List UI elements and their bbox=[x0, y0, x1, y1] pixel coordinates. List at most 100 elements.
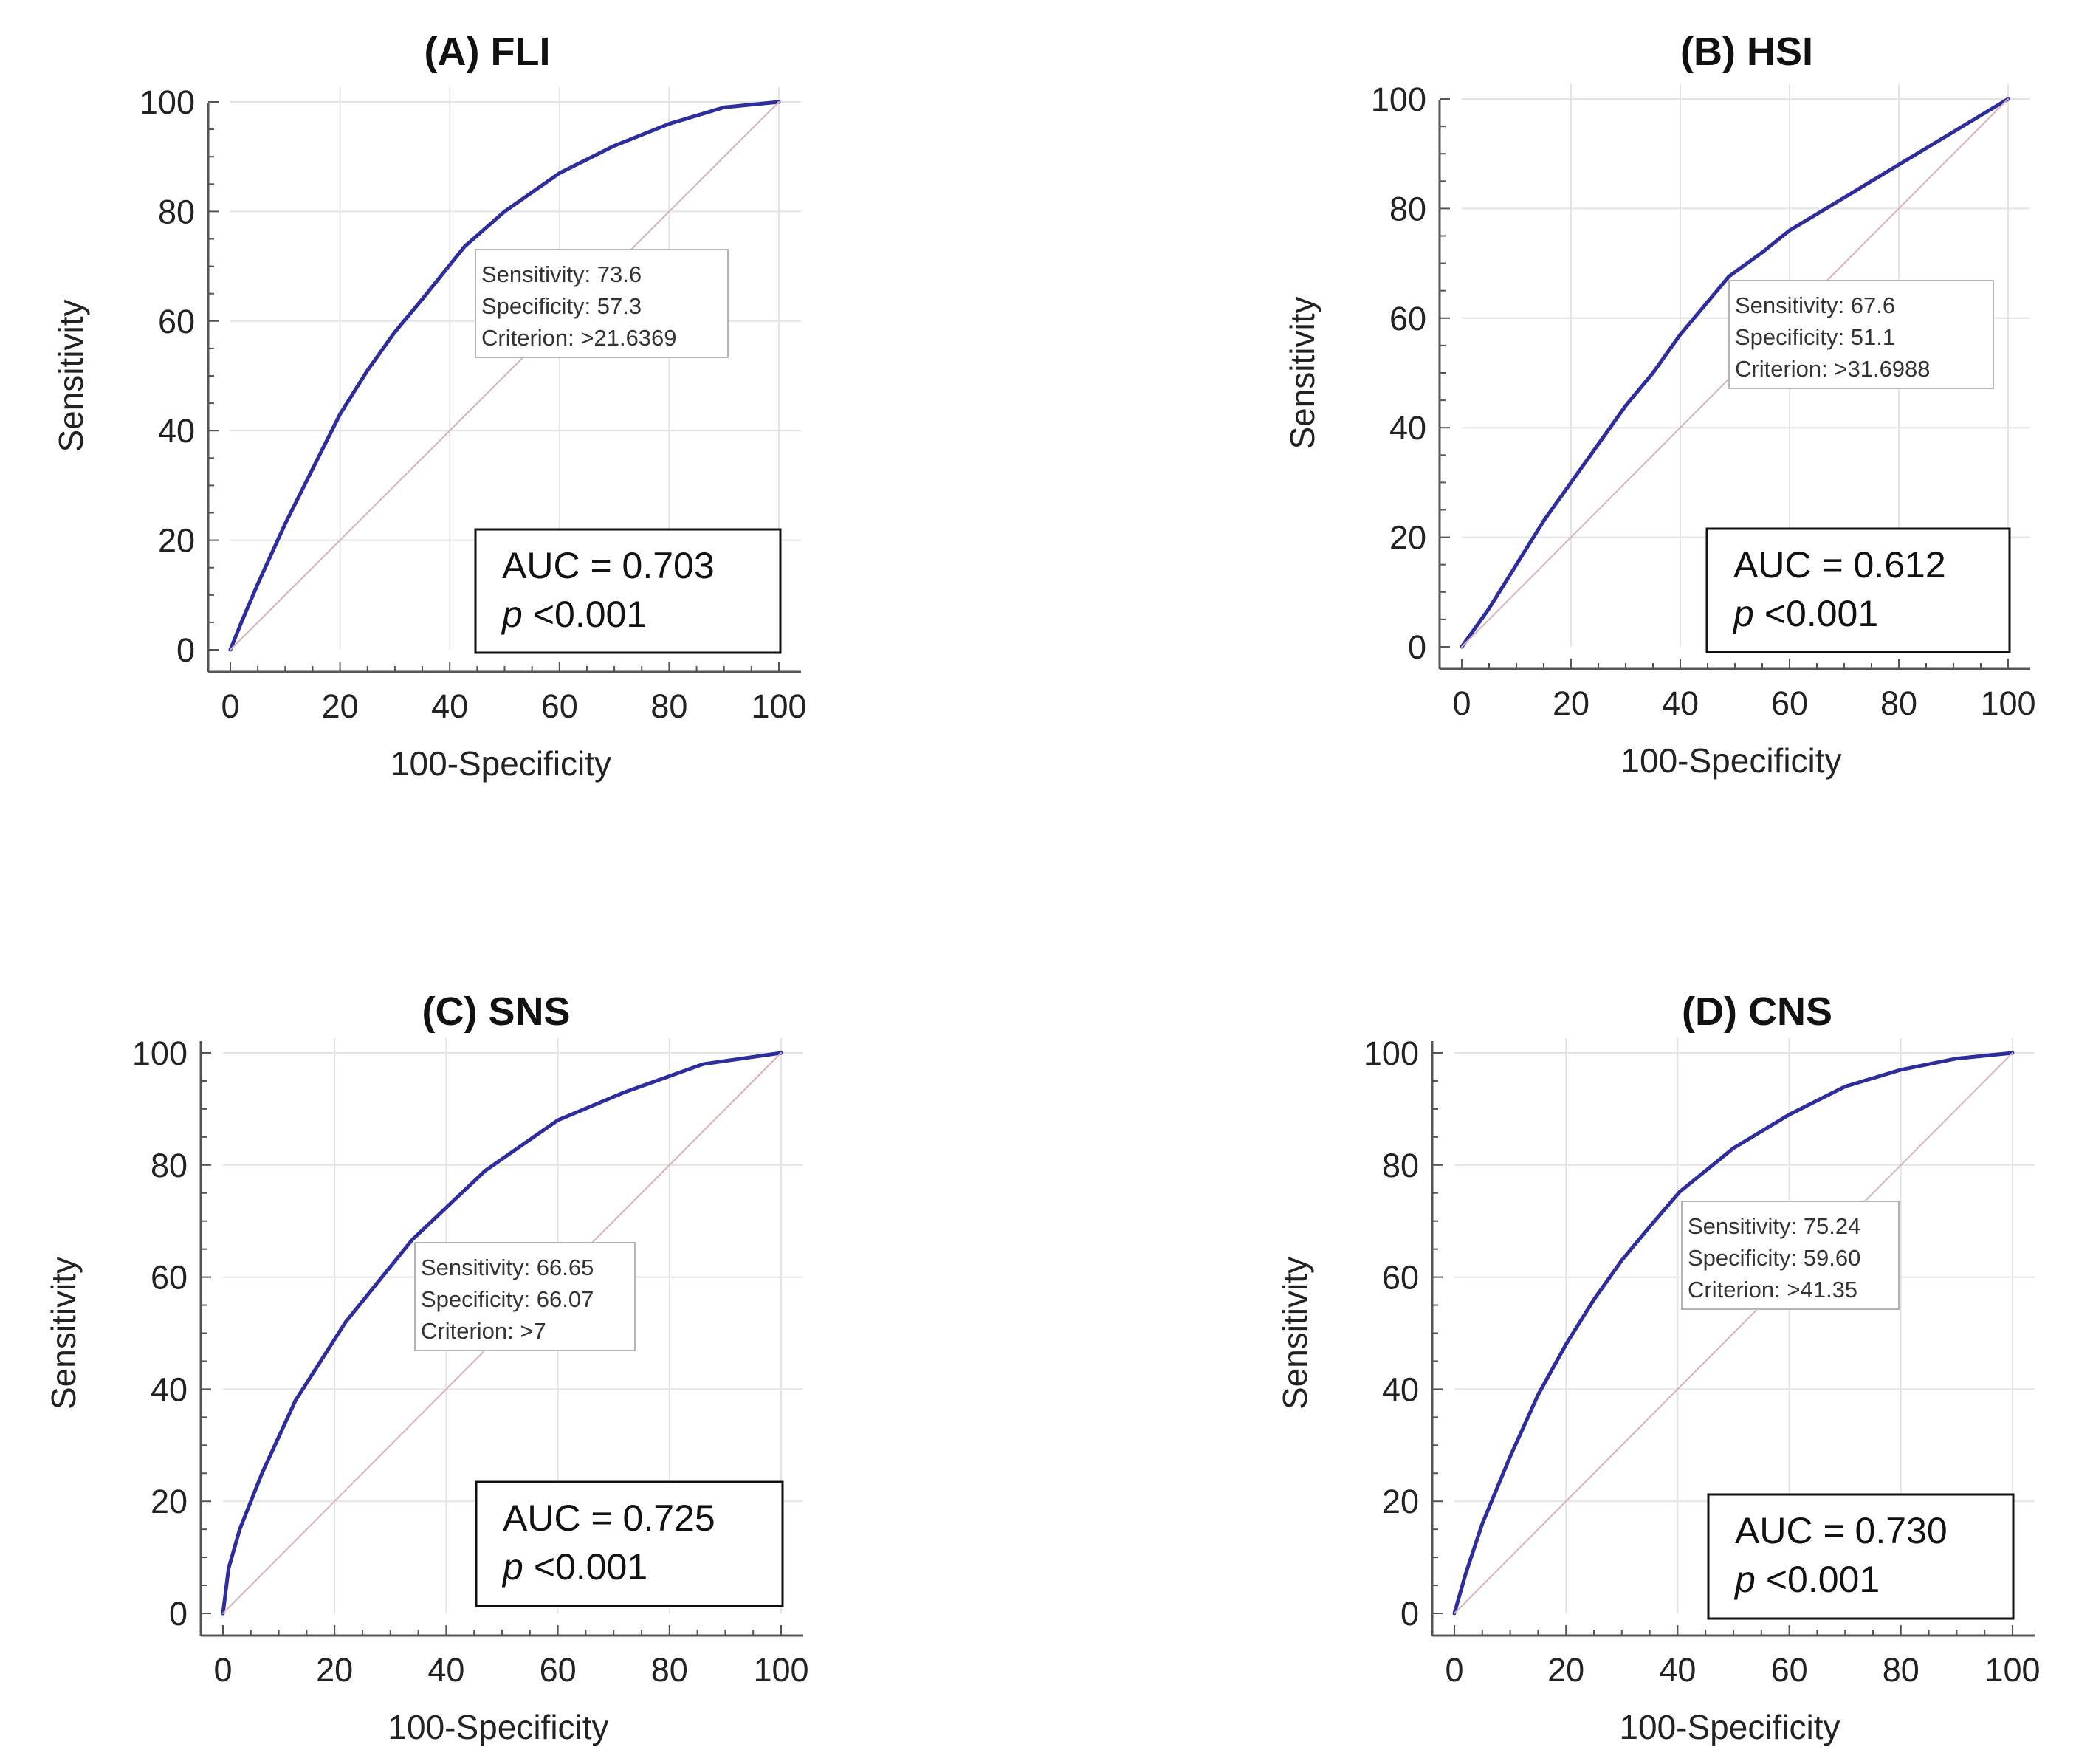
x-tick-label: 0 bbox=[1445, 1651, 1463, 1689]
annotation-criterion: Criterion: >21.6369 bbox=[481, 325, 677, 351]
y-tick-label: 20 bbox=[158, 522, 195, 560]
y-tick-label: 60 bbox=[1389, 300, 1426, 337]
p-value: <0.001 bbox=[1764, 593, 1878, 634]
p-symbol: p bbox=[1733, 1559, 1756, 1600]
x-tick-label: 60 bbox=[540, 1651, 577, 1689]
y-tick-label: 0 bbox=[1408, 628, 1426, 666]
x-tick-label: 80 bbox=[1880, 684, 1917, 722]
y-tick-label: 40 bbox=[1382, 1370, 1419, 1408]
chart-title: (A) FLI bbox=[425, 30, 551, 74]
roc-curve-line bbox=[1452, 1051, 2015, 1616]
p-value-line: p <0.001 bbox=[501, 1546, 647, 1588]
y-tick-label: 40 bbox=[1389, 409, 1426, 447]
chart-title: (B) HSI bbox=[1680, 30, 1813, 74]
y-tick-label: 20 bbox=[1382, 1483, 1419, 1520]
annotation-sensitivity: Sensitivity: 75.24 bbox=[1688, 1213, 1860, 1239]
y-tick-label: 60 bbox=[1382, 1259, 1419, 1297]
x-tick-label: 40 bbox=[427, 1651, 464, 1689]
annotation-specificity: Specificity: 59.60 bbox=[1688, 1245, 1860, 1271]
x-tick-label: 60 bbox=[541, 687, 578, 725]
p-symbol: p bbox=[501, 1546, 523, 1588]
criterion-annotation-box bbox=[1681, 1201, 1900, 1310]
auc-box bbox=[1705, 527, 2011, 653]
roc-curve-line bbox=[1460, 97, 2010, 649]
x-tick-label: 60 bbox=[1771, 684, 1808, 722]
auc-box bbox=[474, 528, 782, 654]
chart-panel-A: 0 20 40 60 80 100 0 20 40 60 80 100 100-Specificity S… bbox=[52, 30, 807, 783]
chart-title: (D) CNS bbox=[1682, 989, 1832, 1034]
annotation-sensitivity: Sensitivity: 73.6 bbox=[481, 261, 642, 287]
chart-title: (C) SNS bbox=[422, 989, 571, 1034]
chart-panel-B: 0 20 40 60 80 100 0 20 40 60 80 100 100-Specificity S… bbox=[1283, 30, 2036, 780]
y-axis-label: Sensitivity bbox=[1276, 1257, 1314, 1410]
y-axis-label: Sensitivity bbox=[44, 1257, 83, 1410]
y-tick-label: 0 bbox=[1400, 1595, 1419, 1633]
annotation-sensitivity: Sensitivity: 66.65 bbox=[421, 1255, 594, 1280]
y-tick-label: 0 bbox=[176, 631, 195, 669]
x-tick-label: 100 bbox=[1984, 1651, 2040, 1689]
y-tick-label: 40 bbox=[158, 412, 195, 450]
annotation-criterion: Criterion: >41.35 bbox=[1688, 1277, 1857, 1303]
y-tick-label: 60 bbox=[151, 1259, 188, 1297]
p-value-line: p <0.001 bbox=[1732, 593, 1878, 634]
x-tick-label: 80 bbox=[651, 1651, 688, 1689]
x-tick-label: 100 bbox=[1980, 684, 2035, 722]
reference-diagonal-line bbox=[230, 101, 780, 651]
x-axis-label: 100-Specificity bbox=[388, 1708, 608, 1746]
x-tick-label: 40 bbox=[1659, 1651, 1696, 1689]
x-tick-label: 40 bbox=[431, 687, 468, 725]
y-tick-label: 100 bbox=[1364, 1034, 1419, 1072]
annotation-specificity: Specificity: 57.3 bbox=[481, 293, 642, 319]
x-tick-label: 20 bbox=[1553, 684, 1589, 722]
annotation-sensitivity: Sensitivity: 67.6 bbox=[1735, 292, 1895, 318]
x-tick-label: 20 bbox=[322, 687, 359, 725]
p-value: <0.001 bbox=[534, 1546, 647, 1588]
y-tick-label: 100 bbox=[140, 83, 195, 121]
y-tick-label: 60 bbox=[158, 303, 195, 340]
annotation-criterion: Criterion: >7 bbox=[421, 1318, 546, 1344]
p-symbol: p bbox=[501, 594, 523, 635]
x-tick-label: 0 bbox=[221, 687, 239, 725]
roc-curve-line bbox=[221, 1051, 783, 1616]
y-axis-label: Sensitivity bbox=[1283, 296, 1321, 449]
y-tick-label: 40 bbox=[151, 1370, 188, 1408]
y-axis-label: Sensitivity bbox=[52, 299, 90, 452]
auc-value: AUC = 0.730 bbox=[1735, 1510, 1948, 1551]
auc-box bbox=[1707, 1493, 2015, 1620]
annotation-specificity: Specificity: 51.1 bbox=[1735, 324, 1895, 350]
y-tick-label: 80 bbox=[1382, 1147, 1419, 1184]
x-tick-label: 100 bbox=[751, 687, 806, 725]
x-tick-label: 80 bbox=[1883, 1651, 1919, 1689]
p-value: <0.001 bbox=[1766, 1559, 1880, 1600]
x-tick-label: 40 bbox=[1662, 684, 1699, 722]
auc-value: AUC = 0.703 bbox=[502, 545, 715, 586]
y-tick-label: 80 bbox=[1389, 190, 1426, 227]
x-tick-label: 0 bbox=[213, 1651, 232, 1689]
x-tick-label: 0 bbox=[1452, 684, 1471, 722]
y-tick-label: 0 bbox=[169, 1595, 188, 1633]
y-tick-label: 100 bbox=[132, 1034, 188, 1072]
auc-box bbox=[475, 1480, 784, 1607]
x-axis-label: 100-Specificity bbox=[391, 744, 611, 783]
x-tick-label: 20 bbox=[316, 1651, 353, 1689]
p-value-line: p <0.001 bbox=[1733, 1559, 1880, 1600]
x-tick-label: 80 bbox=[650, 687, 687, 725]
auc-value: AUC = 0.725 bbox=[503, 1497, 715, 1539]
auc-value: AUC = 0.612 bbox=[1733, 544, 1946, 586]
chart-panel-C: 0 20 40 60 80 100 0 20 40 60 80 100 100-Specificity S… bbox=[44, 989, 809, 1746]
reference-diagonal-line bbox=[1454, 1052, 2013, 1614]
y-tick-label: 100 bbox=[1371, 80, 1426, 118]
y-tick-label: 80 bbox=[151, 1147, 188, 1184]
y-tick-label: 20 bbox=[1389, 519, 1426, 557]
criterion-annotation-box bbox=[1728, 280, 1994, 389]
annotation-criterion: Criterion: >31.6988 bbox=[1735, 356, 1931, 382]
x-axis-label: 100-Specificity bbox=[1619, 1708, 1840, 1746]
y-tick-label: 20 bbox=[151, 1483, 188, 1520]
p-symbol: p bbox=[1732, 593, 1754, 634]
x-tick-label: 100 bbox=[753, 1651, 808, 1689]
roc-curve-line bbox=[228, 100, 781, 652]
y-tick-label: 80 bbox=[158, 193, 195, 230]
criterion-annotation-box bbox=[475, 249, 729, 358]
annotation-specificity: Specificity: 66.07 bbox=[421, 1286, 594, 1312]
